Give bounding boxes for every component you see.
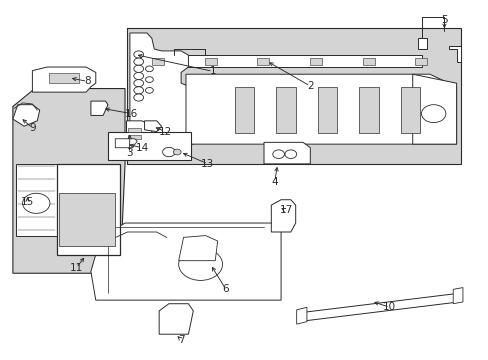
Circle shape bbox=[134, 94, 143, 101]
Text: 17: 17 bbox=[279, 206, 292, 216]
Polygon shape bbox=[412, 74, 456, 144]
Polygon shape bbox=[127, 28, 461, 164]
Polygon shape bbox=[452, 288, 462, 304]
Circle shape bbox=[134, 72, 143, 80]
Text: 8: 8 bbox=[84, 76, 91, 86]
Bar bbox=[204, 58, 216, 65]
Polygon shape bbox=[144, 121, 161, 132]
Polygon shape bbox=[59, 193, 115, 246]
Circle shape bbox=[421, 105, 445, 123]
Polygon shape bbox=[296, 307, 306, 324]
Polygon shape bbox=[57, 164, 120, 255]
Bar bbox=[49, 73, 79, 83]
Text: 13: 13 bbox=[201, 159, 214, 169]
Text: 1: 1 bbox=[209, 66, 216, 76]
Bar bbox=[128, 128, 141, 132]
Bar bbox=[317, 87, 336, 134]
Bar bbox=[362, 58, 374, 65]
Circle shape bbox=[162, 147, 175, 157]
Circle shape bbox=[134, 58, 143, 65]
Text: 9: 9 bbox=[29, 123, 36, 133]
Polygon shape bbox=[91, 223, 281, 300]
Polygon shape bbox=[264, 142, 310, 164]
Text: 15: 15 bbox=[21, 197, 34, 207]
Polygon shape bbox=[178, 235, 217, 261]
Circle shape bbox=[285, 150, 296, 158]
Polygon shape bbox=[108, 132, 190, 160]
Polygon shape bbox=[130, 33, 210, 144]
Polygon shape bbox=[13, 105, 40, 126]
Bar bbox=[309, 58, 322, 65]
Circle shape bbox=[145, 87, 153, 93]
Polygon shape bbox=[91, 101, 108, 116]
Circle shape bbox=[145, 77, 153, 82]
Circle shape bbox=[272, 150, 284, 158]
Bar bbox=[234, 87, 254, 134]
Circle shape bbox=[145, 66, 153, 72]
Bar bbox=[128, 135, 141, 139]
Text: 12: 12 bbox=[158, 127, 171, 136]
Circle shape bbox=[173, 149, 181, 155]
Polygon shape bbox=[159, 304, 193, 334]
Polygon shape bbox=[298, 293, 461, 321]
Polygon shape bbox=[16, 164, 57, 235]
Circle shape bbox=[134, 65, 143, 72]
Text: 6: 6 bbox=[222, 284, 229, 294]
Polygon shape bbox=[115, 139, 137, 148]
Text: 7: 7 bbox=[178, 334, 184, 345]
Text: 10: 10 bbox=[383, 302, 396, 312]
Polygon shape bbox=[32, 67, 96, 92]
Circle shape bbox=[178, 248, 222, 280]
Circle shape bbox=[22, 193, 50, 213]
Circle shape bbox=[134, 87, 143, 94]
Text: 16: 16 bbox=[124, 109, 138, 119]
Polygon shape bbox=[417, 39, 427, 49]
Polygon shape bbox=[448, 45, 461, 62]
Bar bbox=[358, 87, 378, 134]
Text: 14: 14 bbox=[135, 143, 148, 153]
Circle shape bbox=[134, 51, 143, 58]
Text: 2: 2 bbox=[306, 81, 313, 91]
Polygon shape bbox=[185, 74, 456, 144]
Polygon shape bbox=[144, 55, 422, 67]
Text: 11: 11 bbox=[69, 263, 83, 273]
Circle shape bbox=[134, 80, 143, 87]
Text: 5: 5 bbox=[440, 15, 447, 26]
Text: 4: 4 bbox=[271, 177, 278, 187]
Polygon shape bbox=[271, 200, 295, 232]
Bar bbox=[152, 58, 163, 65]
Bar bbox=[257, 58, 269, 65]
Text: 3: 3 bbox=[126, 148, 132, 158]
Polygon shape bbox=[13, 89, 125, 273]
Bar bbox=[400, 87, 419, 134]
Bar bbox=[276, 87, 295, 134]
Bar bbox=[414, 58, 427, 65]
Polygon shape bbox=[126, 121, 152, 146]
